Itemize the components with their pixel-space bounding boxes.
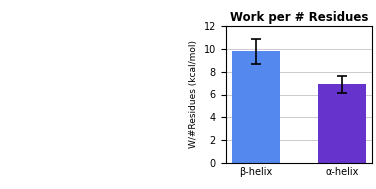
Y-axis label: W/#Residues (kcal/mol): W/#Residues (kcal/mol) <box>189 40 198 149</box>
Bar <box>232 51 280 163</box>
Title: Work per # Residues: Work per # Residues <box>230 11 368 24</box>
Bar <box>318 84 365 163</box>
